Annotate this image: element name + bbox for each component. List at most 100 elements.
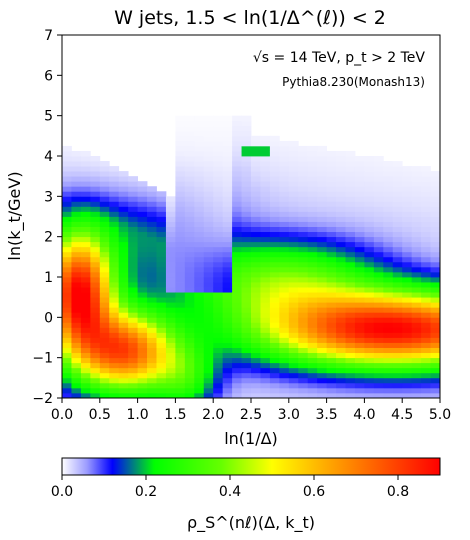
heatmap-cell [194, 135, 205, 142]
heatmap-cell [109, 216, 120, 222]
heatmap-cell [203, 145, 214, 152]
colorbar-label: ρ_S^(nℓ)(Δ, k_t) [187, 513, 315, 533]
heatmap-cell [62, 181, 72, 187]
heatmap-cell [184, 236, 195, 243]
heatmap-cell [232, 221, 242, 227]
heatmap-cell [71, 327, 82, 333]
heatmap-cell [373, 226, 384, 233]
heatmap-cell [156, 292, 167, 298]
heatmap-cell [184, 241, 195, 248]
heatmap-cell [109, 261, 120, 268]
heatmap-cell [203, 206, 214, 212]
heatmap-cell [118, 201, 129, 207]
heatmap-cell [298, 161, 309, 167]
heatmap-cell [165, 342, 176, 348]
heatmap-cell [184, 377, 195, 384]
heatmap-cell [90, 256, 101, 263]
heatmap-cell [354, 307, 365, 313]
heatmap-cell [99, 392, 110, 399]
heatmap-cell [392, 256, 403, 263]
heatmap-cell [260, 241, 271, 248]
heatmap-cell [383, 347, 394, 354]
heatmap-cell [307, 312, 318, 318]
heatmap-cell [364, 226, 375, 233]
heatmap-cell [62, 176, 72, 182]
heatmap-cell [241, 246, 252, 253]
heatmap-cell [222, 221, 233, 227]
heatmap-cell [156, 357, 167, 364]
heatmap-cell [269, 342, 280, 348]
heatmap-cell [156, 282, 167, 288]
heatmap-cell [118, 261, 129, 268]
heatmap-cell [354, 241, 365, 248]
heatmap-cell [421, 347, 431, 354]
heatmap-cell [90, 251, 101, 258]
heatmap-cell [298, 181, 309, 187]
heatmap-cell [317, 367, 327, 374]
heatmap-cell [317, 231, 327, 238]
heatmap-cell [317, 261, 327, 268]
heatmap-cell [137, 287, 148, 293]
heatmap-cell [232, 135, 242, 142]
heatmap-cell [383, 332, 394, 338]
heatmap-cell [402, 271, 413, 278]
heatmap-cell [80, 327, 91, 333]
heatmap-cell [147, 211, 157, 217]
chart-title: W jets, 1.5 < ln(1/Δ^(ℓ)) < 2 [114, 7, 386, 29]
heatmap-cell [118, 297, 129, 303]
heatmap-cell [288, 362, 299, 369]
heatmap-cell [222, 337, 233, 343]
heatmap-cell [80, 221, 91, 227]
heatmap-cell [317, 266, 327, 273]
heatmap-cell [307, 292, 318, 298]
heatmap-cell [184, 176, 195, 182]
heatmap-cell [383, 372, 394, 379]
heatmap-cell [241, 337, 252, 343]
heatmap-cell [118, 362, 129, 369]
heatmap-cell [354, 327, 365, 333]
heatmap-cell [345, 150, 356, 157]
heatmap-cell [99, 266, 110, 273]
heatmap-cell [203, 236, 214, 243]
heatmap-cell [80, 266, 91, 273]
heatmap-cell [156, 337, 167, 343]
heatmap-cell [354, 266, 365, 273]
heatmap-cell [364, 271, 375, 278]
heatmap-cell [194, 287, 205, 293]
heatmap-cell [402, 302, 413, 308]
heatmap-cell [288, 277, 299, 283]
heatmap-cell [232, 150, 242, 157]
heatmap-cell [298, 352, 309, 359]
heatmap-cell [298, 176, 309, 182]
heatmap-cell [317, 256, 327, 263]
heatmap-cell [203, 342, 214, 348]
heatmap-cell [373, 317, 384, 323]
heatmap-cell [336, 322, 346, 328]
heatmap-cell [203, 166, 214, 172]
heatmap-cell [165, 317, 176, 323]
heatmap-cell [147, 377, 157, 384]
heatmap-cell [383, 166, 394, 172]
heatmap-cell [336, 367, 346, 374]
heatmap-cell [317, 282, 327, 288]
heatmap-cell [232, 337, 242, 343]
heatmap-cell [175, 302, 186, 308]
heatmap-cell [260, 171, 271, 177]
heatmap-cell [336, 150, 346, 157]
heatmap-cell [307, 287, 318, 293]
heatmap-cell [326, 297, 337, 303]
heatmap-cell [402, 282, 413, 288]
heatmap-cell [203, 125, 214, 132]
heatmap-cell [147, 352, 157, 359]
heatmap-cell [354, 292, 365, 298]
x-axis-label: ln(1/Δ) [224, 429, 278, 448]
heatmap-cell [71, 347, 82, 354]
heatmap-cell [165, 196, 176, 202]
heatmap-cell [421, 181, 431, 187]
heatmap-cell [269, 312, 280, 318]
heatmap-cell [336, 332, 346, 338]
heatmap-cell [326, 277, 337, 283]
heatmap-cell [241, 302, 252, 308]
heatmap-cell [364, 347, 375, 354]
heatmap-cell [345, 216, 356, 222]
